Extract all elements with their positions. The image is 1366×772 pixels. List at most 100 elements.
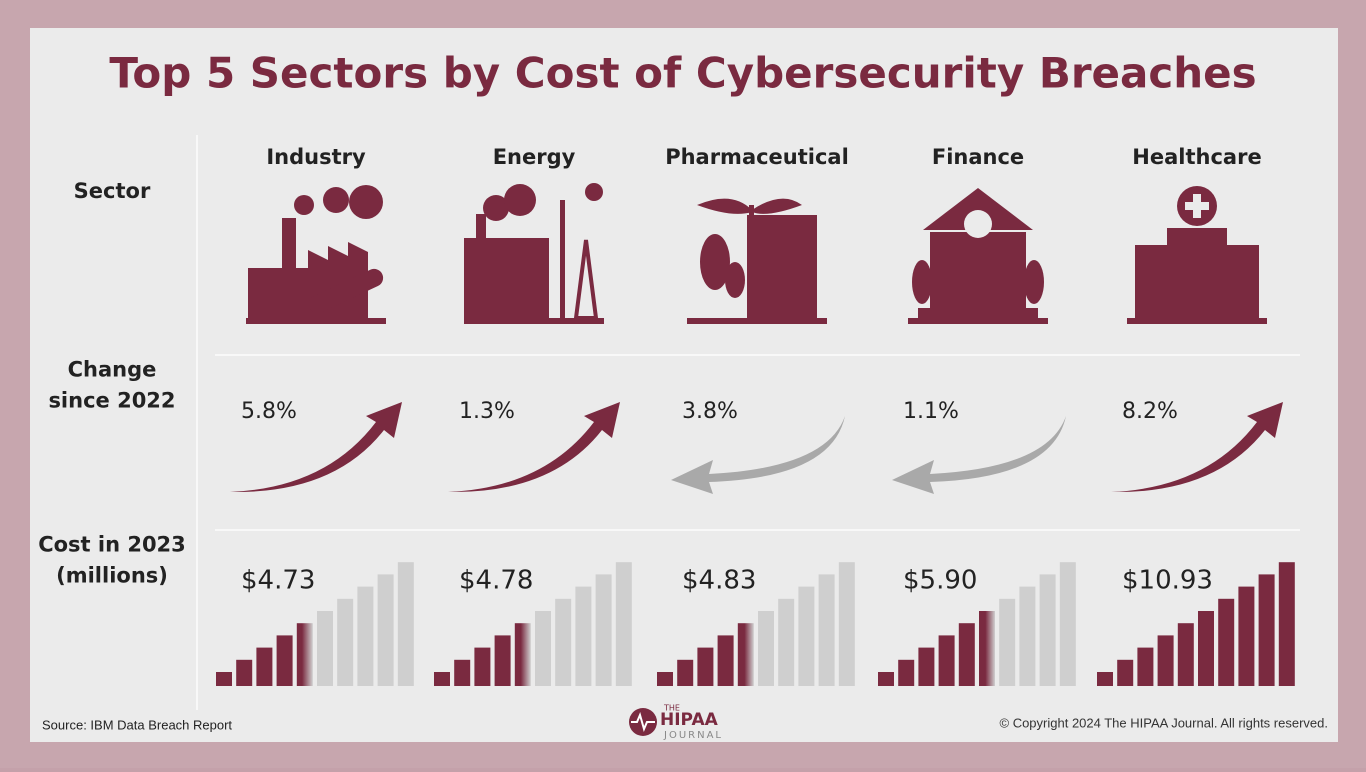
row-label: Cost in 2023 [38,533,186,557]
panel [30,28,1338,742]
cost-bar [758,611,774,686]
cost-bar [999,598,1016,686]
icon-step [918,308,1038,318]
icon-ground [687,318,827,324]
icon-smoke [294,195,314,215]
icon-tree [912,260,932,304]
cost-bar [1278,562,1295,686]
cost-value: $4.78 [459,566,533,596]
cost-bar [1117,659,1134,686]
icon-building [464,238,549,318]
change-value: 1.3% [459,399,515,424]
title: Top 5 Sectors by Cost of Cybersecurity B… [109,49,1256,98]
icon-tree [725,262,745,298]
sector-icon [908,188,1048,324]
cost-bar [555,598,572,686]
logo-top: THE [663,704,680,713]
change-arrow [892,416,1066,494]
cost-bar [256,647,273,686]
cost-bar [514,623,531,686]
cost-bar [397,562,414,686]
sector-icon [464,183,604,324]
cost-bar [1019,586,1036,686]
icon-chimney [282,218,296,270]
icon-smoke [349,185,383,219]
cost-bar [697,647,714,686]
logo-bottom: JOURNAL [663,730,723,741]
icon-coin [964,210,992,238]
icon-wing [1135,245,1167,318]
sector-icon [1127,186,1267,324]
cost-bar [236,659,253,686]
cost-bar [657,672,673,686]
sector-icon [687,198,827,324]
icon-ground [908,318,1048,324]
sector-name: Healthcare [1132,145,1261,169]
icon-building [248,268,308,318]
cost-bar [778,598,795,686]
row-label: Sector [74,179,151,203]
cost-bar [1157,635,1174,686]
copyright: © Copyright 2024 The HIPAA Journal. All … [1000,715,1329,730]
cost-bar [898,659,915,686]
cost-bar [377,574,394,686]
change-arrow [230,402,402,493]
icon-ground [1127,318,1267,324]
sector-name: Finance [932,145,1024,169]
icon-staff [749,205,754,318]
row-label: Change [68,358,157,382]
cost-bar [494,635,511,686]
cost-bar [1097,672,1113,686]
icon-smoke [483,195,509,221]
cost-bar [798,586,815,686]
cost-bar [1039,574,1056,686]
change-value: 3.8% [682,399,738,424]
cost-bar [717,635,734,686]
cost-bar [575,586,592,686]
icon-turbine [560,200,565,318]
cost-bar [296,623,313,686]
cost-bar [1059,562,1076,686]
cost-bar [454,659,471,686]
cost-bar [535,611,551,686]
icon-building [747,215,817,318]
cost-bar [818,574,835,686]
icon-tower [573,239,599,320]
change-arrow [1111,402,1283,493]
cost-bar [434,672,450,686]
icon-chimney [476,214,486,240]
icon-wing [1227,245,1259,318]
icon-tree [700,234,730,290]
cost-bar [1258,574,1275,686]
cost-bar [737,623,754,686]
cost-value: $4.73 [241,566,315,596]
cost-bar [938,635,955,686]
cost-value: $4.83 [682,566,756,596]
icon-building [1167,228,1227,318]
cost-bar [317,611,333,686]
cost-bar [1198,611,1214,686]
icon-smoke [504,184,536,216]
cost-bar [838,562,855,686]
icon-wings [697,198,802,214]
change-arrow [671,416,845,494]
cost-bar [595,574,612,686]
icon-cross [1185,194,1209,218]
sector-name: Industry [266,145,366,169]
cost-bar [878,672,894,686]
cost-bar [677,659,694,686]
icon-smoke [323,187,349,213]
cost-bar [1137,647,1154,686]
cost-bar [1238,586,1255,686]
cost-bar [276,635,293,686]
logo-main: HIPAA [660,710,719,730]
icon-ground [464,318,604,324]
cost-value: $5.90 [903,566,977,596]
cost-bar [337,598,354,686]
cost-bar [474,647,491,686]
cost-bar [615,562,632,686]
change-value: 8.2% [1122,399,1178,424]
icon-sun [585,183,603,201]
